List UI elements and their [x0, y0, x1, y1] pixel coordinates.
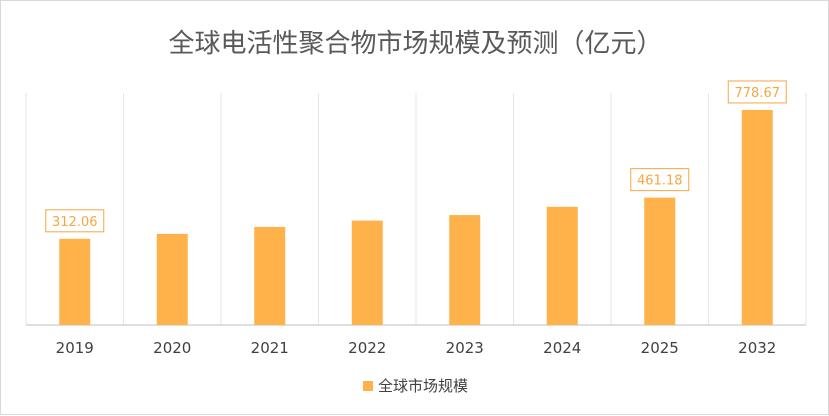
legend: 全球市场规模 — [1, 375, 829, 396]
x-tick-label: 2025 — [641, 339, 679, 357]
bar-2020 — [156, 233, 188, 325]
data-label: 312.06 — [52, 215, 98, 230]
x-tick-label: 2022 — [348, 339, 386, 357]
data-label-box — [727, 80, 787, 104]
x-tick-label: 2021 — [251, 339, 289, 357]
x-tick-label: 2032 — [738, 339, 776, 357]
bar-2019 — [59, 238, 91, 325]
x-tick-label: 2024 — [543, 339, 581, 357]
bar-2022 — [351, 220, 383, 325]
x-tick-label: 2023 — [446, 339, 484, 357]
bar-2025 — [644, 197, 676, 325]
x-tick-label: 2020 — [153, 339, 191, 357]
data-label: 461.18 — [637, 174, 683, 189]
legend-label: 全球市场规模 — [377, 377, 468, 395]
chart-title: 全球电活性聚合物市场规模及预测（亿元） — [168, 29, 663, 59]
legend-swatch — [362, 380, 373, 391]
x-tick-label: 2019 — [56, 339, 94, 357]
bar-2024 — [546, 206, 578, 325]
bar-2023 — [449, 215, 481, 325]
data-label: 778.67 — [735, 86, 781, 101]
bar-2032 — [741, 109, 773, 326]
bar-2021 — [254, 226, 286, 325]
data-label-box — [45, 209, 105, 233]
data-label-box — [630, 168, 690, 192]
